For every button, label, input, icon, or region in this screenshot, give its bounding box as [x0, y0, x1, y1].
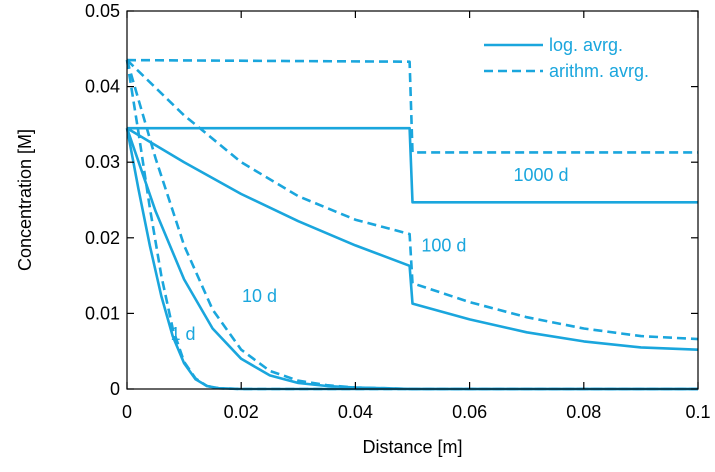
series-line-10d-solid [125, 127, 698, 391]
legend-label: log. avrg. [549, 35, 623, 55]
y-tick-label: 0.04 [85, 77, 120, 97]
ticks-layer [126, 10, 699, 390]
y-tick-label: 0.02 [85, 228, 120, 248]
curve-label: 1 d [170, 324, 195, 344]
series-line-1d-dashed [125, 59, 698, 391]
curve-label: 10 d [242, 286, 277, 306]
series-line-1000d-dashed [126, 58, 698, 154]
legend-label: arithm. avrg. [549, 61, 649, 81]
x-tick-label: 0.02 [224, 402, 259, 422]
x-tick-label: 0.06 [452, 402, 487, 422]
legend: log. avrg. arithm. avrg. [484, 35, 649, 81]
series-line-100d-dashed [126, 59, 699, 341]
x-tick-label: 0.04 [338, 402, 373, 422]
plot-frame [126, 10, 699, 390]
series-line-100d-solid [126, 127, 699, 351]
tick-labels: 0 0.02 0.04 0.06 0.08 0.1 0 0.01 0.02 0.03 0.04 0.0… [85, 1, 711, 422]
series-line-10d-dashed [125, 59, 698, 391]
curve-annotations: 1 d 10 d 100 d 1000 d [170, 165, 568, 344]
y-axis-label: Concentration [M] [15, 129, 35, 271]
series-line-1d-solid [125, 127, 698, 391]
y-tick-label: 0 [110, 379, 120, 399]
curve-label: 100 d [421, 235, 466, 255]
y-tick-label: 0.05 [85, 1, 120, 21]
x-tick-label: 0 [122, 402, 132, 422]
series-layer [125, 58, 699, 391]
curve-label: 1000 d [513, 165, 568, 185]
x-tick-label: 0.08 [566, 402, 601, 422]
y-tick-label: 0.01 [85, 303, 120, 323]
x-tick-label: 0.1 [685, 402, 710, 422]
x-axis-label: Distance [m] [362, 437, 462, 457]
y-tick-label: 0.03 [85, 152, 120, 172]
series-line-1000d-solid [127, 126, 698, 204]
